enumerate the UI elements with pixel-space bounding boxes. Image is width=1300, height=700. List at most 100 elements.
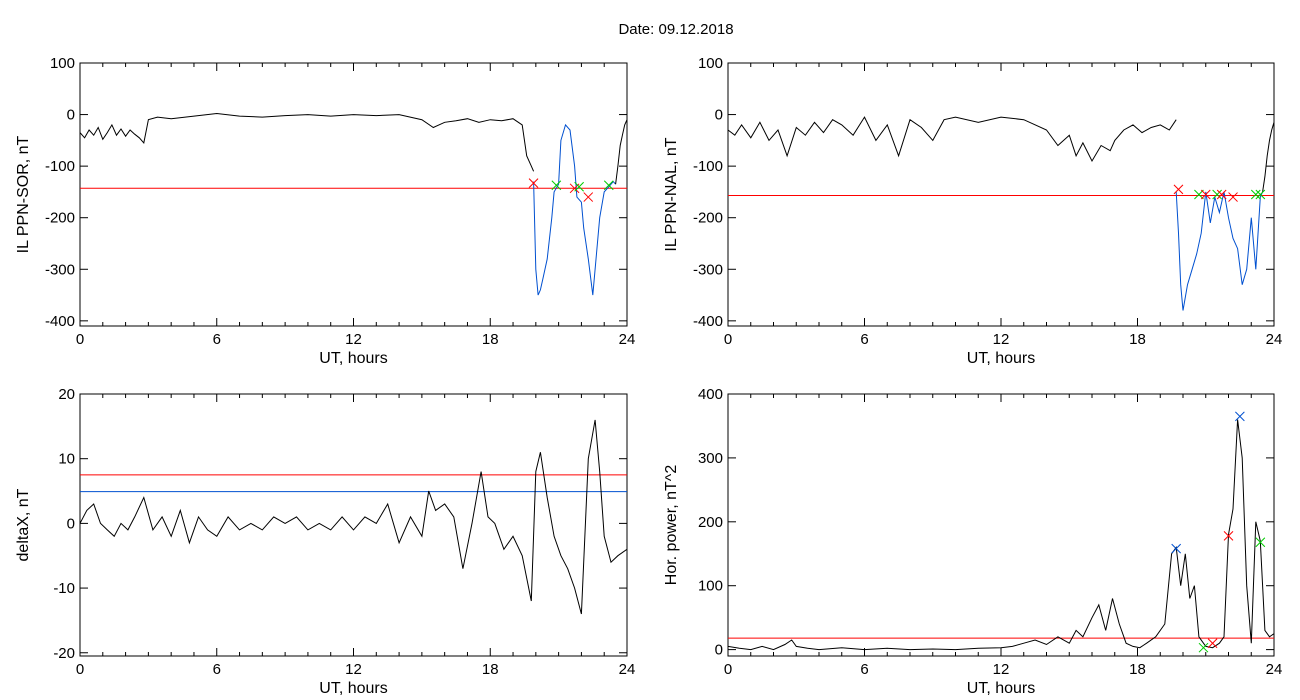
x-tick-label: 12: [345, 661, 362, 678]
figure-title: Date: 09.12.2018: [618, 21, 733, 38]
y-tick-label: 0: [715, 642, 723, 659]
plot-frame: [79, 62, 628, 327]
x-marker: [1207, 638, 1218, 649]
plot-frame: [79, 393, 628, 657]
x-marker: [551, 180, 562, 191]
panel-bottom-right: 0 6 12 18 24 400 300 200 100 0 UT, hours Hor. power…: [663, 386, 1282, 697]
plot-data: [80, 419, 627, 615]
y-tick-label: 10: [58, 451, 75, 468]
x-marker-stroke: [1223, 531, 1234, 541]
x-marker-stroke: [583, 192, 594, 202]
plot-frame: [727, 393, 1275, 657]
x-marker: [1173, 184, 1184, 195]
x-marker-stroke: [574, 181, 584, 192]
panel-bottom-left: 0 6 12 18 24 20 10 0 -10 -20 UT, hours deltaX, nT: [15, 386, 635, 697]
x-marker-stroke: [1207, 638, 1218, 649]
y-tick-label: -200: [45, 210, 75, 227]
y-tick-label: -20: [53, 645, 75, 662]
y-tick-label: 100: [50, 55, 75, 72]
y-tick-label: -100: [45, 158, 75, 175]
x-marker: [1194, 189, 1204, 200]
y-tick-label: -400: [693, 313, 723, 330]
x-marker-stroke: [1198, 642, 1209, 653]
y-tick-label: 300: [698, 450, 723, 467]
x-tick-label: 18: [482, 661, 499, 678]
x-tick-label: 24: [1266, 331, 1283, 348]
y-tick-label: -300: [45, 261, 75, 278]
panel-top-right: 0 6 12 18 24 100 0 -100 -200 -300 -400 UT, hours IL …: [663, 55, 1282, 367]
y-tick-label: -300: [693, 261, 723, 278]
x-marker-stroke: [1200, 189, 1211, 200]
x-tick-label: 24: [619, 331, 636, 348]
x-marker-stroke: [1250, 189, 1261, 200]
x-tick-label: 0: [724, 331, 732, 348]
y-tick-label: 100: [698, 55, 723, 72]
x-marker: [1235, 411, 1245, 422]
x-marker: [1228, 192, 1238, 202]
panel-top-left: 0 6 12 18 24 100 0 -100 -200 -300 -400 UT, hours IL …: [15, 55, 635, 367]
series-line: [615, 119, 627, 185]
series-line: [728, 419, 1274, 651]
x-marker: [603, 180, 614, 191]
x-marker: [1255, 537, 1266, 548]
x-marker-stroke: [1173, 184, 1184, 195]
y-tick-label: -200: [693, 210, 723, 227]
y-tick-label: -400: [45, 313, 75, 330]
x-marker: [1212, 189, 1222, 200]
x-tick-label: 24: [1266, 661, 1283, 678]
series-line: [1262, 122, 1274, 192]
x-tick-label: 6: [213, 331, 221, 348]
x-tick-label: 12: [993, 661, 1010, 678]
x-tick-label: 6: [860, 661, 868, 678]
x-marker: [1216, 189, 1227, 200]
x-marker-stroke: [603, 180, 614, 191]
x-marker: [1255, 189, 1266, 200]
x-marker-stroke: [1255, 537, 1266, 548]
x-tick-label: 18: [482, 331, 499, 348]
x-marker: [1223, 531, 1234, 541]
x-marker: [1250, 189, 1261, 200]
x-axis-label: UT, hours: [967, 680, 1035, 697]
x-marker: [583, 192, 594, 202]
x-marker-stroke: [1171, 543, 1182, 554]
y-tick-label: 100: [698, 578, 723, 595]
series-line: [80, 112, 535, 172]
x-tick-label: 0: [76, 331, 84, 348]
series-line: [728, 116, 1177, 163]
x-marker-stroke: [1212, 189, 1222, 200]
x-marker-stroke: [551, 180, 562, 191]
x-marker-stroke: [1255, 189, 1266, 200]
plot-data: [728, 116, 1274, 311]
x-axis-label: UT, hours: [319, 680, 387, 697]
plot-frame: [727, 62, 1275, 327]
x-marker: [1200, 189, 1211, 200]
y-tick-label: 20: [58, 386, 75, 403]
x-marker-stroke: [1235, 411, 1245, 422]
x-tick-label: 18: [1129, 661, 1146, 678]
series-line: [1175, 191, 1264, 311]
x-tick-label: 0: [724, 661, 732, 678]
y-tick-label: 400: [698, 386, 723, 403]
x-axis-label: UT, hours: [319, 350, 387, 367]
x-tick-label: 24: [619, 661, 636, 678]
x-marker-stroke: [1216, 189, 1227, 200]
y-tick-label: 0: [67, 107, 75, 124]
y-axis-label: IL PPN-SOR, nT: [15, 135, 32, 253]
x-marker-stroke: [1194, 189, 1204, 200]
x-marker-stroke: [1228, 192, 1238, 202]
x-tick-label: 18: [1129, 331, 1146, 348]
x-tick-label: 12: [993, 331, 1010, 348]
plot-data: [80, 112, 627, 296]
x-marker: [1171, 543, 1182, 554]
plot-data: [728, 411, 1274, 653]
x-tick-label: 6: [860, 331, 868, 348]
x-tick-label: 12: [345, 331, 362, 348]
x-marker-stroke: [528, 178, 539, 189]
y-tick-label: -100: [693, 158, 723, 175]
x-marker: [528, 178, 539, 189]
y-axis-label: Hor. power, nT^2: [663, 465, 680, 586]
y-tick-label: 0: [67, 515, 75, 532]
x-marker: [1198, 642, 1209, 653]
y-tick-label: 200: [698, 514, 723, 531]
